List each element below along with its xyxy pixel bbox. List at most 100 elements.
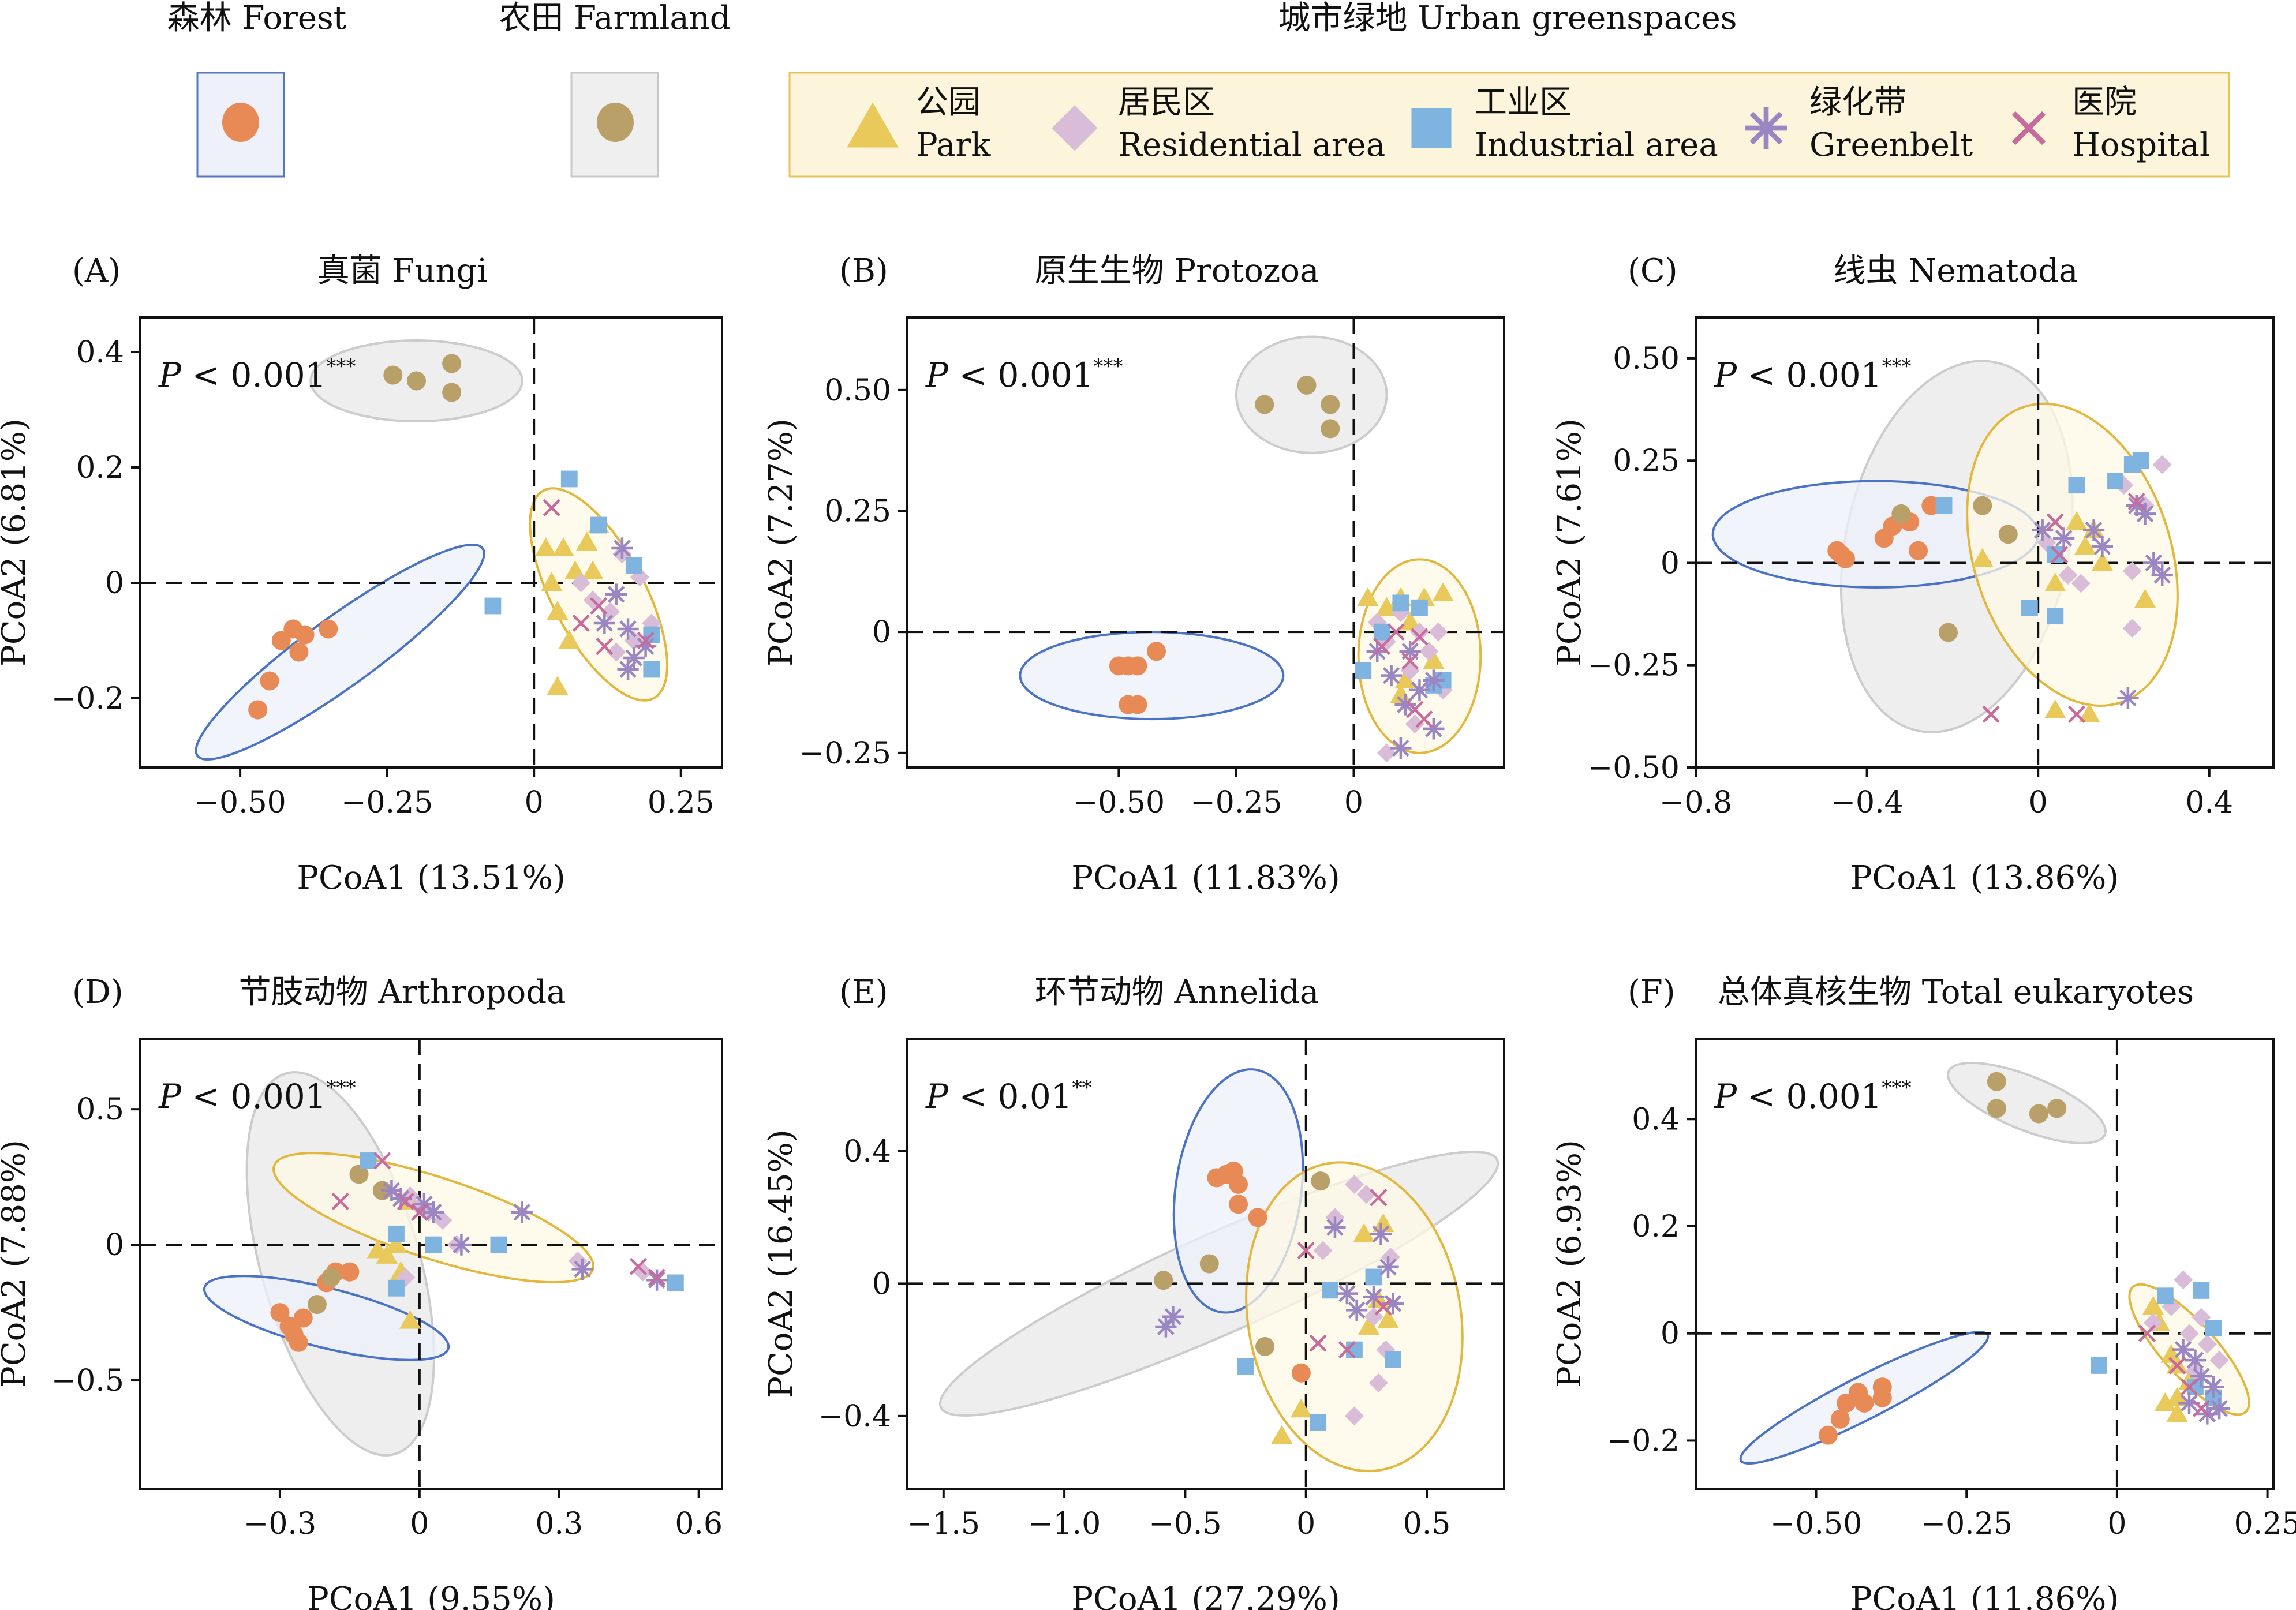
legend-park-marker — [847, 102, 899, 148]
data-point — [2134, 589, 2156, 608]
data-point — [1374, 1298, 1392, 1316]
data-point — [1399, 641, 1421, 662]
x-axis-label: PCoA1 (11.86%) — [1850, 1581, 2119, 1610]
data-point — [1162, 1306, 1184, 1328]
chart-title: 线虫 Nematoda — [1834, 252, 2078, 290]
data-point — [623, 647, 645, 669]
x-tick-label: −0.25 — [341, 785, 433, 820]
data-point — [1411, 628, 1429, 646]
y-tick-label: 0.5 — [76, 1092, 124, 1127]
legend-hospital-marker — [2011, 111, 2046, 145]
data-point — [349, 1165, 369, 1184]
data-point — [1423, 650, 1445, 669]
chart-panel: −0.50 −0.25 0 0.25 −0.2 0 0.2 0.4 (A) 真菌 Fungi PCo… — [0, 252, 723, 897]
data-point — [1854, 1393, 1874, 1413]
data-point — [1357, 587, 1379, 606]
data-point — [1987, 1099, 2006, 1118]
legend-industrial-area-marker — [1411, 108, 1452, 148]
x-tick-label: 0 — [525, 785, 544, 820]
data-point — [558, 630, 580, 649]
data-point — [2202, 1376, 2224, 1398]
data-point — [1229, 1174, 1248, 1194]
x-tick-label: 0.6 — [675, 1507, 723, 1541]
y-tick-label: 0.2 — [1632, 1210, 1680, 1244]
p-value-annotation: P < 0.001*** — [158, 1076, 356, 1116]
data-point — [1973, 496, 1992, 515]
data-point — [596, 637, 614, 656]
data-point — [635, 635, 657, 657]
p-value-annotation: P < 0.001*** — [1714, 355, 1912, 395]
data-point — [490, 1236, 507, 1253]
legend-urban-cn-label: 公园 — [916, 84, 981, 121]
data-point — [1336, 1283, 1358, 1305]
data-point — [1311, 1171, 1330, 1191]
data-point — [547, 676, 569, 695]
data-point — [617, 658, 639, 680]
y-tick-label: 0.4 — [76, 335, 124, 370]
x-tick-label: 0 — [410, 1507, 429, 1541]
data-point — [1344, 1174, 1364, 1194]
x-axis-label: PCoA1 (11.83%) — [1071, 859, 1340, 897]
y-tick-label: 0 — [105, 566, 124, 601]
data-point — [2142, 552, 2164, 574]
data-point — [1128, 695, 1147, 714]
y-axis-label: PCoA2 (16.45%) — [762, 1129, 800, 1398]
series-park — [1357, 582, 1454, 703]
data-point — [2091, 1357, 2108, 1374]
data-point — [593, 612, 615, 634]
plot-area — [140, 1039, 722, 1489]
data-point — [2107, 473, 2124, 490]
data-point — [2205, 1320, 2222, 1336]
data-point — [571, 573, 591, 593]
data-point — [1387, 623, 1405, 641]
data-point — [2117, 687, 2139, 709]
data-point — [617, 618, 639, 640]
y-tick-label: 0.25 — [1613, 444, 1680, 478]
data-point — [1324, 1216, 1346, 1238]
chart-panel: −0.8 −0.4 0 0.4 −0.50 −0.25 0 0.25 0.50 (C) 线虫 Nem… — [1551, 252, 2275, 897]
data-point — [1982, 705, 2000, 723]
x-tick-label: −0.8 — [1659, 785, 1732, 820]
data-point — [1313, 1241, 1333, 1260]
data-point — [410, 1203, 428, 1221]
data-point — [1390, 737, 1412, 759]
data-point — [1938, 623, 1958, 642]
x-tick-label: 0 — [1296, 1507, 1315, 1541]
data-point — [1370, 1223, 1392, 1245]
data-point — [1322, 1282, 1338, 1299]
data-point — [2192, 1399, 2210, 1417]
y-tick-label: 0 — [872, 615, 891, 650]
data-point — [1831, 545, 1851, 564]
chart-title: 环节动物 Annelida — [1035, 974, 1319, 1011]
data-point — [1405, 714, 1424, 734]
chart-title: 原生生物 Protozoa — [1035, 252, 1319, 290]
data-point — [2197, 1334, 2217, 1354]
data-point — [1830, 1409, 1850, 1429]
data-point — [1237, 1358, 1254, 1375]
data-point — [2029, 1104, 2048, 1124]
x-axis-label: PCoA1 (13.51%) — [297, 859, 565, 897]
data-point — [2184, 1349, 2207, 1371]
plot-frame — [1695, 316, 2275, 769]
series-greenbelt — [593, 537, 657, 680]
data-point — [1297, 375, 1317, 395]
data-point — [1409, 622, 1429, 642]
x-tick-label: 0 — [2029, 785, 2048, 820]
chart-panel: −0.50 −0.25 0 −0.25 0 0.25 0.50 (B) 原生生物 Protozo… — [762, 252, 1505, 897]
x-tick-label: 0.5 — [1403, 1507, 1451, 1541]
y-tick-label: 0 — [105, 1228, 124, 1263]
plot-frame — [1695, 1038, 2275, 1490]
y-tick-label: −0.4 — [818, 1399, 891, 1434]
y-tick-label: −0.25 — [799, 736, 891, 771]
data-point — [442, 354, 462, 373]
x-tick-label: −1.5 — [907, 1507, 980, 1541]
data-point — [1377, 743, 1396, 763]
data-point — [450, 1234, 473, 1256]
y-axis-label: PCoA2 (6.81%) — [0, 418, 33, 667]
data-point — [572, 614, 590, 632]
data-point — [2166, 1403, 2188, 1422]
data-point — [399, 1310, 421, 1329]
data-point — [590, 597, 608, 615]
data-point — [2053, 527, 2075, 549]
data-point — [1399, 611, 1421, 631]
